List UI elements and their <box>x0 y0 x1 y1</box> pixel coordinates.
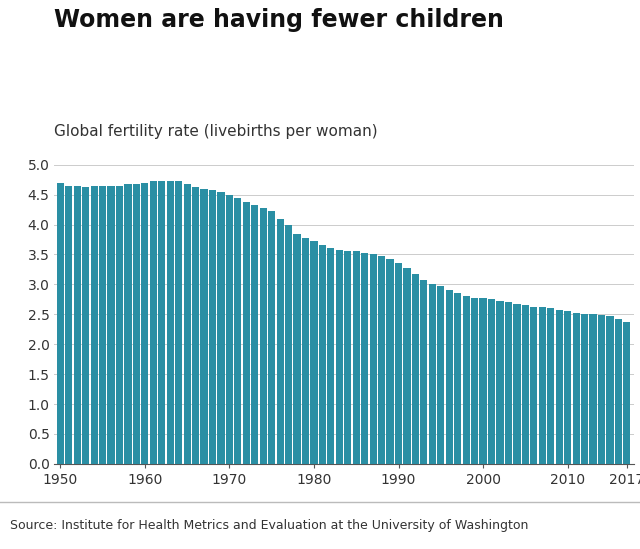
Bar <box>150 182 157 464</box>
Bar <box>395 264 402 464</box>
Bar <box>141 183 148 464</box>
Bar <box>488 299 495 464</box>
Bar <box>310 242 317 464</box>
Bar <box>285 225 292 464</box>
Bar <box>57 183 64 464</box>
Bar <box>82 187 89 464</box>
Bar <box>327 249 335 464</box>
Bar <box>65 186 72 464</box>
Bar <box>158 181 165 464</box>
Bar <box>581 314 588 464</box>
Bar <box>243 202 250 464</box>
Bar <box>573 313 580 464</box>
Bar <box>133 184 140 464</box>
Bar <box>124 184 132 464</box>
Bar <box>437 285 444 464</box>
Bar <box>623 322 630 464</box>
Bar <box>361 253 368 464</box>
Bar <box>108 186 115 464</box>
Bar <box>260 208 267 464</box>
Text: Global fertility rate (livebirths per woman): Global fertility rate (livebirths per wo… <box>54 124 378 138</box>
Bar <box>539 307 546 464</box>
Bar <box>479 298 486 464</box>
Bar <box>615 319 622 464</box>
Bar <box>445 290 453 464</box>
Bar <box>369 255 377 464</box>
Bar <box>412 273 419 464</box>
Bar <box>522 305 529 464</box>
Bar <box>505 302 512 464</box>
Bar <box>175 182 182 464</box>
Bar <box>90 186 98 464</box>
Bar <box>353 251 360 464</box>
Bar <box>234 198 241 464</box>
Bar <box>606 316 614 464</box>
Bar <box>276 219 284 464</box>
Bar <box>166 181 174 464</box>
Bar <box>294 233 301 464</box>
Bar <box>184 184 191 464</box>
Bar <box>209 190 216 464</box>
Text: Source: Institute for Health Metrics and Evaluation at the University of Washing: Source: Institute for Health Metrics and… <box>10 519 528 532</box>
Bar <box>547 309 554 464</box>
Bar <box>598 316 605 464</box>
Bar <box>302 238 309 464</box>
Bar <box>378 256 385 464</box>
Bar <box>589 314 596 464</box>
Bar <box>344 251 351 464</box>
Bar <box>192 187 199 464</box>
Bar <box>268 211 275 464</box>
Text: Women are having fewer children: Women are having fewer children <box>54 8 504 32</box>
Bar <box>116 186 123 464</box>
Bar <box>218 192 225 464</box>
Bar <box>463 296 470 464</box>
Bar <box>336 250 343 464</box>
Bar <box>429 284 436 464</box>
Bar <box>471 298 478 464</box>
Bar <box>403 267 411 464</box>
Bar <box>497 301 504 464</box>
Bar <box>226 195 233 464</box>
Bar <box>99 186 106 464</box>
Bar <box>420 279 428 464</box>
Bar <box>200 189 207 464</box>
Bar <box>319 245 326 464</box>
Bar <box>530 306 538 464</box>
Bar <box>564 311 572 464</box>
Bar <box>387 259 394 464</box>
Bar <box>513 304 520 464</box>
Text: BBC: BBC <box>586 518 620 533</box>
Bar <box>74 186 81 464</box>
Bar <box>454 293 461 464</box>
Bar <box>252 205 259 464</box>
Bar <box>556 310 563 464</box>
